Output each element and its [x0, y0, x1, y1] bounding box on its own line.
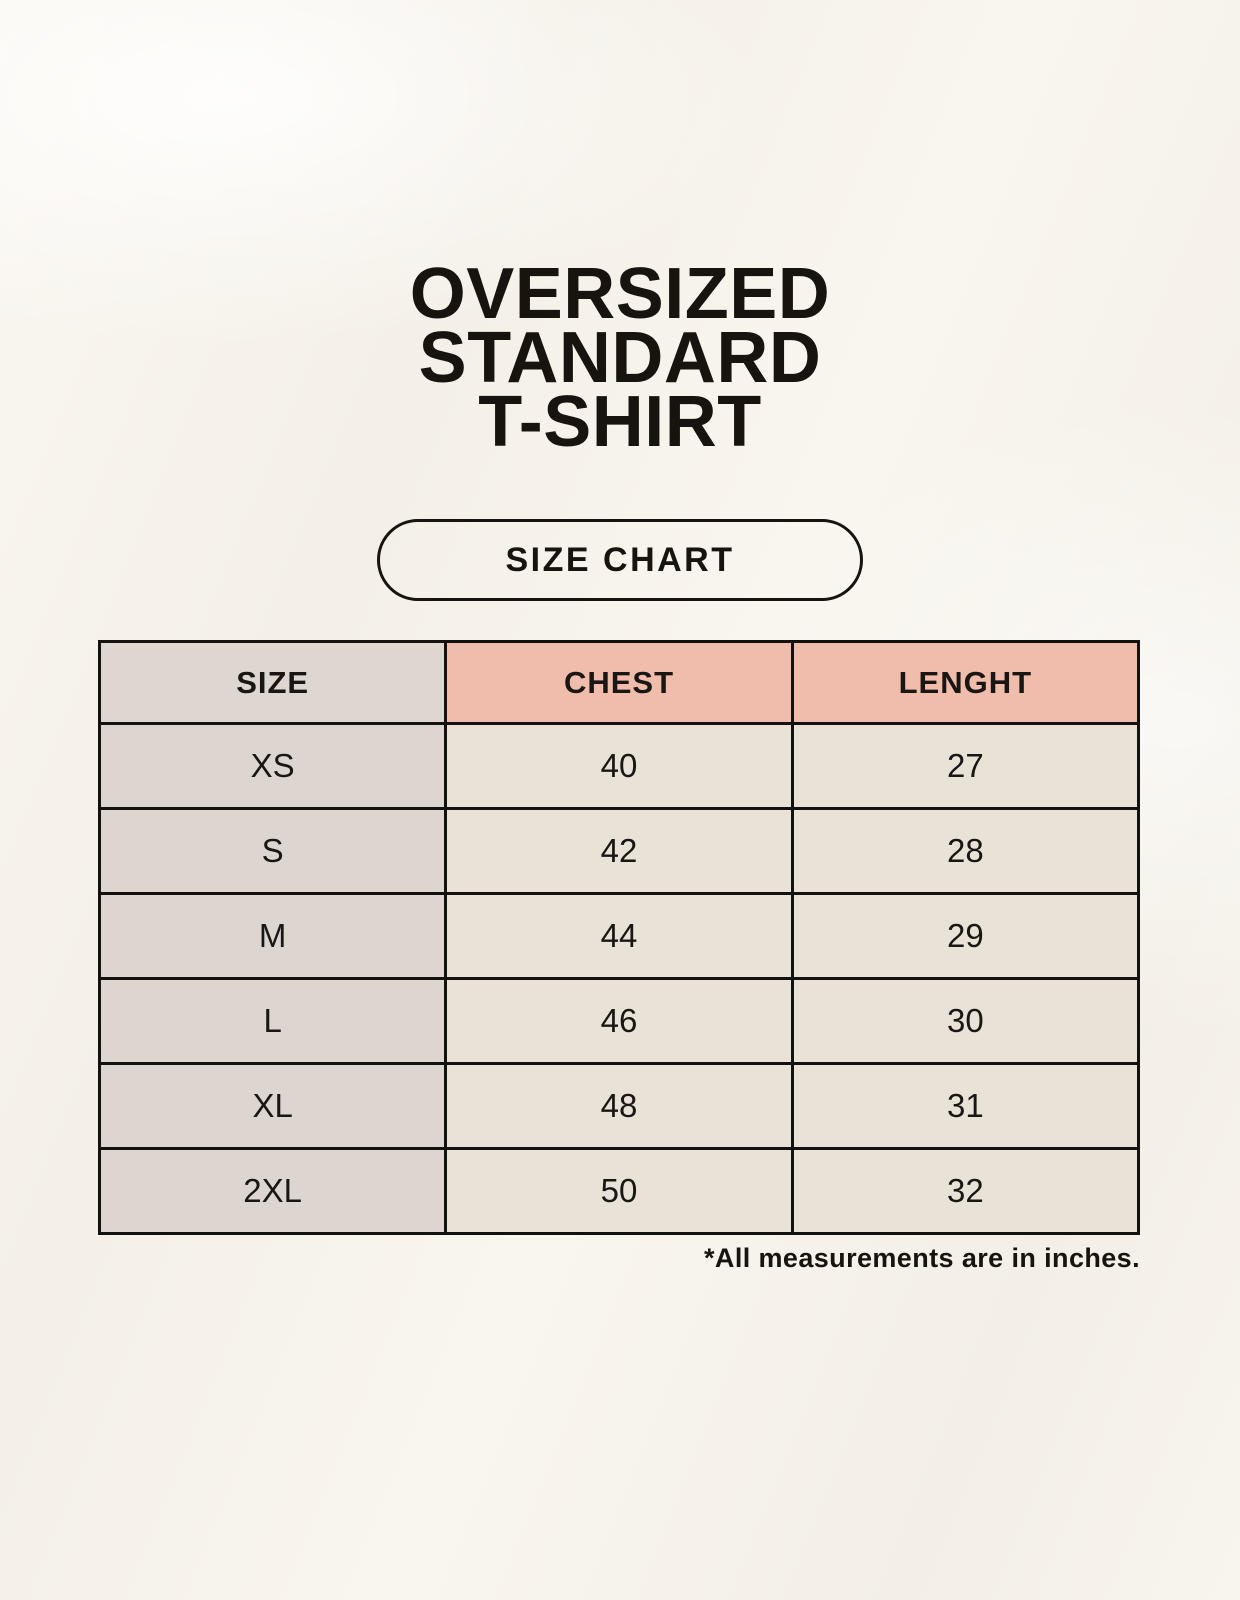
table-row: S 42 28 [97, 807, 1141, 895]
title-line-2: STANDARD [418, 318, 822, 398]
column-header-chest: CHEST [444, 640, 794, 725]
size-chart-button[interactable]: SIZE CHART [377, 519, 863, 601]
size-cell: XS [97, 722, 448, 810]
table-row: XS 40 27 [97, 722, 1141, 810]
table-row: 2XL 50 32 [97, 1147, 1141, 1235]
size-chart-button-label: SIZE CHART [505, 540, 735, 579]
chest-cell: 48 [444, 1062, 794, 1150]
table-header-row: SIZE CHEST LENGHT [97, 640, 1141, 725]
size-cell: XL [97, 1062, 448, 1150]
table-row: L 46 30 [97, 977, 1141, 1065]
length-cell: 31 [790, 1062, 1141, 1150]
chest-cell: 46 [444, 977, 794, 1065]
title-line-1: OVERSIZED [409, 254, 831, 334]
size-cell: S [97, 807, 448, 895]
chest-cell: 50 [444, 1147, 794, 1235]
column-header-length: LENGHT [790, 640, 1141, 725]
size-cell: M [97, 892, 448, 980]
length-cell: 30 [790, 977, 1141, 1065]
chest-cell: 44 [444, 892, 794, 980]
page-title: OVERSIZED STANDARD T-SHIRT [0, 254, 1240, 462]
length-cell: 27 [790, 722, 1141, 810]
measurements-footnote: *All measurements are in inches. [704, 1243, 1140, 1273]
chest-cell: 40 [444, 722, 794, 810]
chest-cell: 42 [444, 807, 794, 895]
length-cell: 32 [790, 1147, 1141, 1235]
size-chart-table: SIZE CHEST LENGHT XS 40 27 S 42 28 M 44 … [97, 640, 1141, 1235]
column-header-size: SIZE [97, 640, 448, 725]
table-row: M 44 29 [97, 892, 1141, 980]
size-cell: 2XL [97, 1147, 448, 1235]
size-cell: L [97, 977, 448, 1065]
length-cell: 29 [790, 892, 1141, 980]
length-cell: 28 [790, 807, 1141, 895]
table-row: XL 48 31 [97, 1062, 1141, 1150]
title-line-3: T-SHIRT [478, 382, 762, 462]
